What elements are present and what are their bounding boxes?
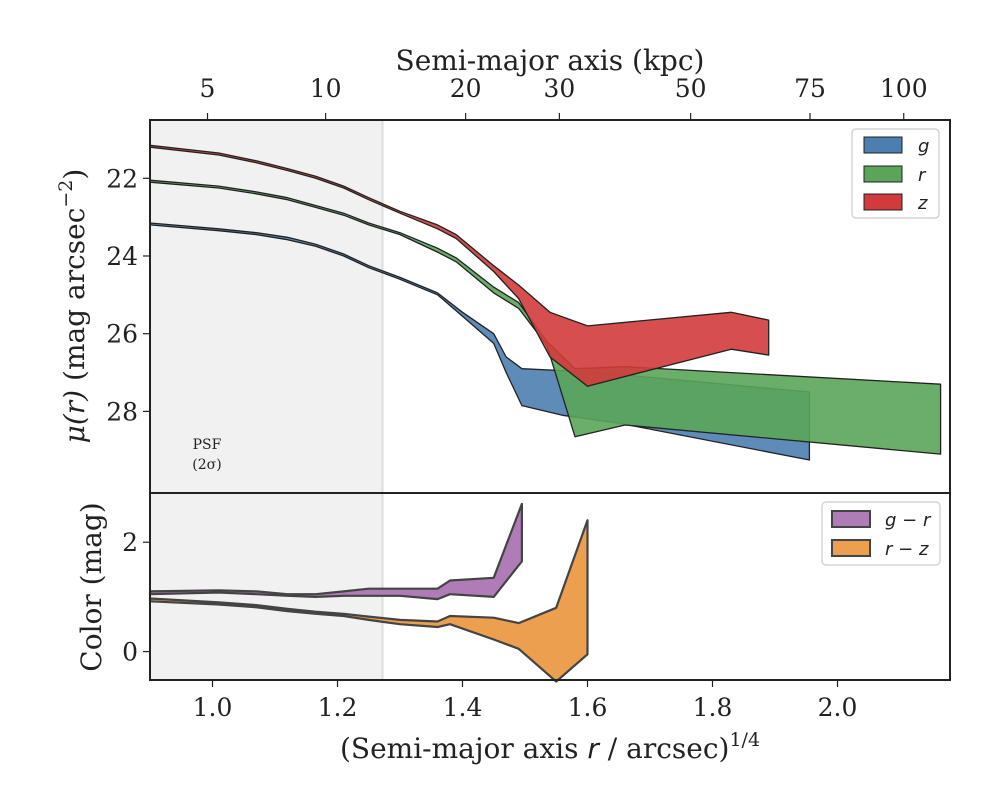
- psf-sigma-label: (2σ): [192, 457, 221, 473]
- legend-swatch-g: [863, 136, 903, 154]
- top-x-tick-label: 100: [880, 74, 928, 103]
- bottom-panel-frame: [149, 492, 951, 681]
- top-x-tick-label: 5: [200, 74, 216, 103]
- y-tick-label: 24: [106, 242, 138, 271]
- legend-top: g r z: [851, 128, 940, 219]
- band-gr: [148, 502, 523, 601]
- psf-region-shade: [150, 120, 383, 493]
- surface-brightness-bands: [149, 144, 942, 461]
- legend-label-g: g: [918, 136, 929, 157]
- legend-label-z: z: [917, 193, 928, 214]
- legend-bottom: g − r r − z: [821, 501, 941, 566]
- x-tick-label: 1.0: [193, 693, 233, 722]
- top-x-tick-label: 75: [794, 74, 826, 103]
- legend-label-r-z: r − z: [885, 539, 929, 560]
- axes: 1.0 1.2 1.4 1.6 1.8 2.05 10 20 30 50 75 10022242628…: [106, 74, 927, 722]
- x-axis-label: (Semi-major axis r / arcsec)1/4: [340, 729, 760, 765]
- legend-swatch-r: [863, 165, 903, 183]
- top-x-tick-label: 30: [543, 74, 575, 103]
- psf-label: PSF: [193, 437, 222, 453]
- legend-swatch-z: [863, 193, 903, 211]
- y-tick-label: 22: [106, 164, 138, 193]
- top-x-tick-label: 50: [675, 74, 707, 103]
- y-axis-label-bottom: Color (mag): [75, 502, 108, 671]
- band-r: [149, 179, 942, 455]
- legend-swatch-r-z: [831, 539, 871, 557]
- legend-swatch-g-r: [831, 510, 871, 528]
- y-tick-label: 26: [106, 320, 138, 349]
- color-y-tick-label: 2: [122, 528, 138, 557]
- band-z: [149, 144, 770, 387]
- x-tick-label: 2.0: [818, 693, 858, 722]
- x-tick-label: 1.2: [318, 693, 358, 722]
- x-tick-label: 1.8: [693, 693, 733, 722]
- top-x-tick-label: 10: [310, 74, 342, 103]
- x-tick-label: 1.4: [443, 693, 483, 722]
- legend-label-g-r: g − r: [885, 510, 932, 531]
- psf-region-shade: [150, 493, 383, 680]
- color-y-tick-label: 0: [122, 638, 138, 667]
- legend-label-r: r: [918, 165, 927, 186]
- x-tick-label: 1.6: [568, 693, 608, 722]
- y-axis-label-top: μ(r) (mag arcsec−2): [55, 169, 91, 444]
- y-tick-label: 28: [106, 397, 138, 426]
- band-rz: [148, 519, 589, 683]
- top-x-tick-label: 20: [450, 74, 482, 103]
- top-x-axis-label: Semi-major axis (kpc): [396, 44, 705, 77]
- color-bands: [148, 502, 589, 683]
